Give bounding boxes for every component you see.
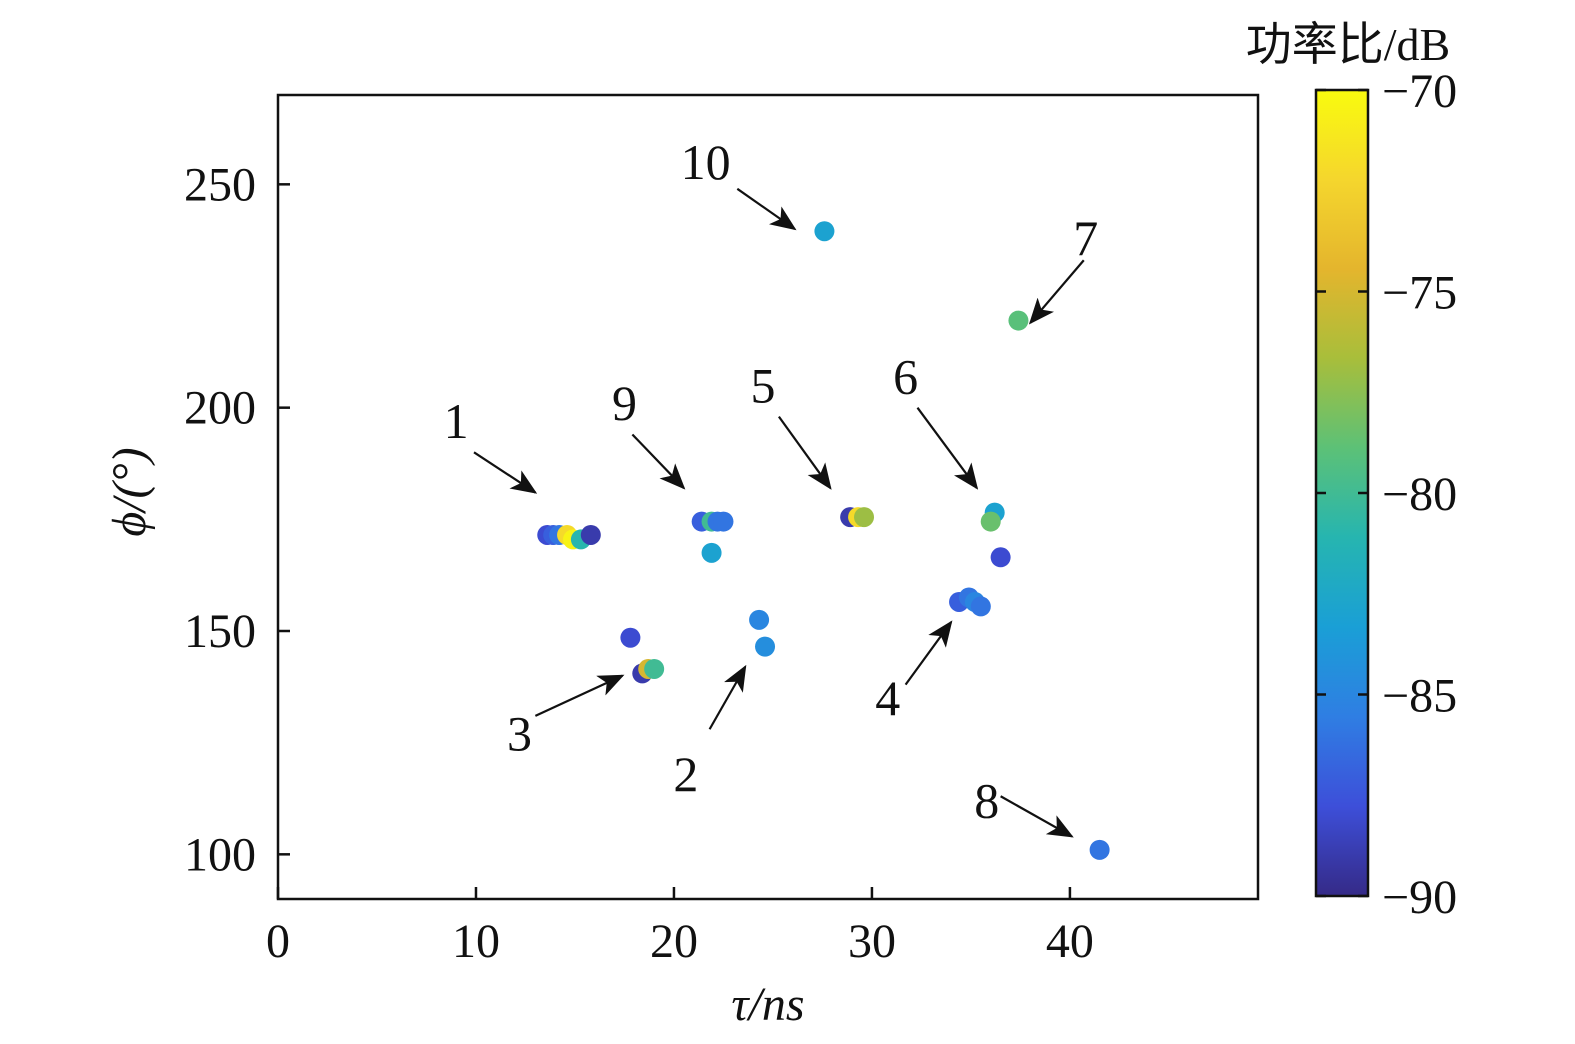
x-tick-label: 20 xyxy=(650,915,698,968)
annotation-layer: 1 2 3 4 5 6 7 8 9 10 xyxy=(444,134,1098,838)
annotation-label: 8 xyxy=(974,773,999,829)
y-axis: 100 150 200 250 xyxy=(184,158,290,881)
x-tick-label: 0 xyxy=(266,915,290,968)
colorbar-title: 功率比/dB xyxy=(1246,19,1450,70)
scatter-point xyxy=(1008,310,1029,331)
y-tick-label: 150 xyxy=(184,605,256,658)
scatter-point xyxy=(580,524,601,545)
scatter-point xyxy=(970,596,991,617)
y-tick-label: 250 xyxy=(184,158,256,211)
annotation-label: 4 xyxy=(875,670,900,726)
annotation-arrow xyxy=(1000,795,1074,838)
annotation-arrow xyxy=(631,433,686,490)
scatter-point xyxy=(755,636,776,657)
scatter-point xyxy=(644,658,665,679)
scatter-point xyxy=(980,511,1001,532)
y-tick-label: 100 xyxy=(184,828,256,881)
y-tick-label: 200 xyxy=(184,382,256,435)
annotation-arrow xyxy=(1028,259,1085,325)
x-tick-label: 30 xyxy=(848,915,896,968)
annotation-label: 10 xyxy=(681,134,731,190)
annotation-arrow xyxy=(736,187,797,231)
x-tick-label: 40 xyxy=(1046,915,1094,968)
x-axis-title: τ/ns xyxy=(731,978,804,1031)
scatter-point xyxy=(620,627,641,648)
plot-frame xyxy=(276,93,1260,901)
annotation-label: 7 xyxy=(1073,210,1098,266)
scatter-point xyxy=(749,609,770,630)
colorbar-tick-label: −75 xyxy=(1382,267,1457,320)
colorbar: 功率比/dB −70 −75 −80 −85 −90 xyxy=(1246,19,1457,924)
annotation-arrow xyxy=(777,415,832,490)
annotation-label: 2 xyxy=(673,746,698,802)
annotation-arrow xyxy=(916,407,979,490)
colorbar-tick-label: −80 xyxy=(1382,468,1457,521)
x-tick-label: 10 xyxy=(452,915,500,968)
scatter-point xyxy=(1089,839,1110,860)
scatter-point xyxy=(713,511,734,532)
scatter-point xyxy=(701,542,722,563)
y-axis-title: ϕ/(°) xyxy=(103,447,156,536)
annotation-arrow xyxy=(708,664,747,730)
annotation-label: 6 xyxy=(893,348,918,404)
annotation-label: 9 xyxy=(612,375,637,431)
colorbar-tick-label: −90 xyxy=(1382,871,1457,924)
annotation-label: 5 xyxy=(751,357,776,413)
annotation-label: 1 xyxy=(444,393,469,449)
scatter-point xyxy=(854,507,875,528)
annotation-arrow xyxy=(534,674,625,717)
data-points xyxy=(537,221,1110,860)
annotation-arrow xyxy=(904,620,953,686)
scatter-point xyxy=(814,221,835,242)
scatter-point xyxy=(990,547,1011,568)
annotation-arrow xyxy=(473,451,538,494)
colorbar-tick-label: −70 xyxy=(1382,65,1457,118)
colorbar-tick-label: −85 xyxy=(1382,670,1457,723)
annotation-label: 3 xyxy=(507,706,532,762)
x-axis: 0 10 20 30 40 xyxy=(266,887,1094,968)
